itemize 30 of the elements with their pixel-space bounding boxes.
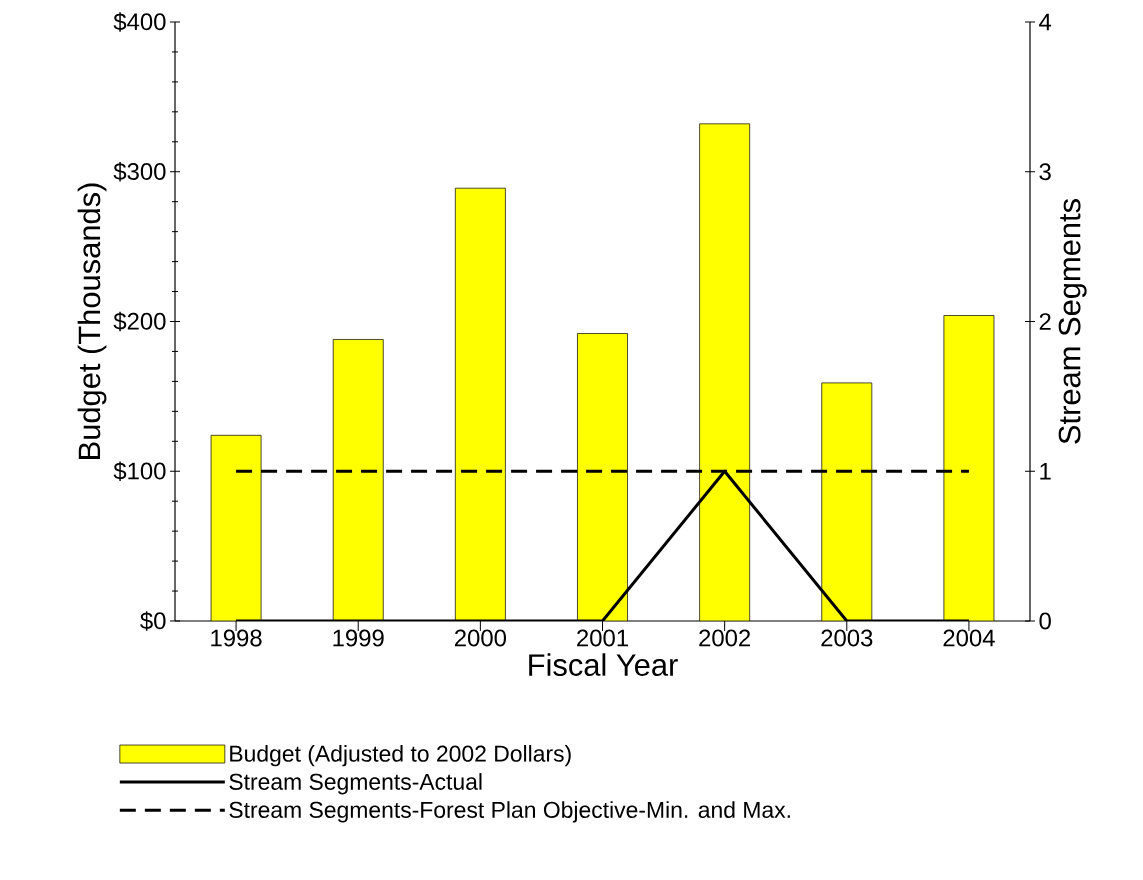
x-axis-title: Fiscal Year [529, 653, 678, 676]
x-tick-label: 2001 [577, 629, 628, 647]
y2-axis-title: Stream Segments [1058, 199, 1087, 444]
y-tick-label: $400 [113, 12, 166, 32]
y-tick-label: $300 [113, 162, 166, 182]
bar [699, 123, 751, 621]
bar [943, 315, 995, 621]
bar [454, 187, 506, 621]
bar [577, 333, 628, 621]
legend-label: Budget (Adjusted to 2002 Dollars) [230, 744, 571, 767]
bar [332, 339, 384, 621]
bar [210, 434, 262, 621]
y2-tick-label: 3 [1039, 163, 1051, 181]
legend-label: Stream Segments-Forest Plan Objective-Min. and Max. [229, 801, 790, 823]
x-tick-label: 1998 [211, 629, 262, 647]
x-tick-label: 1999 [333, 629, 384, 647]
y2-tick-label: 2 [1039, 313, 1051, 330]
y2-tick-label: 0 [1039, 612, 1051, 630]
y-tick-label: $100 [113, 461, 166, 481]
x-tick-label: 2004 [943, 629, 995, 647]
legend-label: Stream Segments-Actual [229, 773, 482, 795]
y2-tick-label: 1 [1040, 463, 1051, 480]
x-tick-label: 2002 [699, 629, 751, 647]
bar [821, 382, 873, 621]
x-tick-label: 2003 [821, 629, 873, 647]
y-tick-label: $200 [113, 311, 166, 332]
y2-tick-label: 4 [1039, 13, 1052, 31]
y-tick-label: $0 [140, 611, 166, 631]
x-tick-label: 2000 [454, 629, 506, 647]
y-axis-title: Budget (Thousands) [77, 183, 107, 459]
